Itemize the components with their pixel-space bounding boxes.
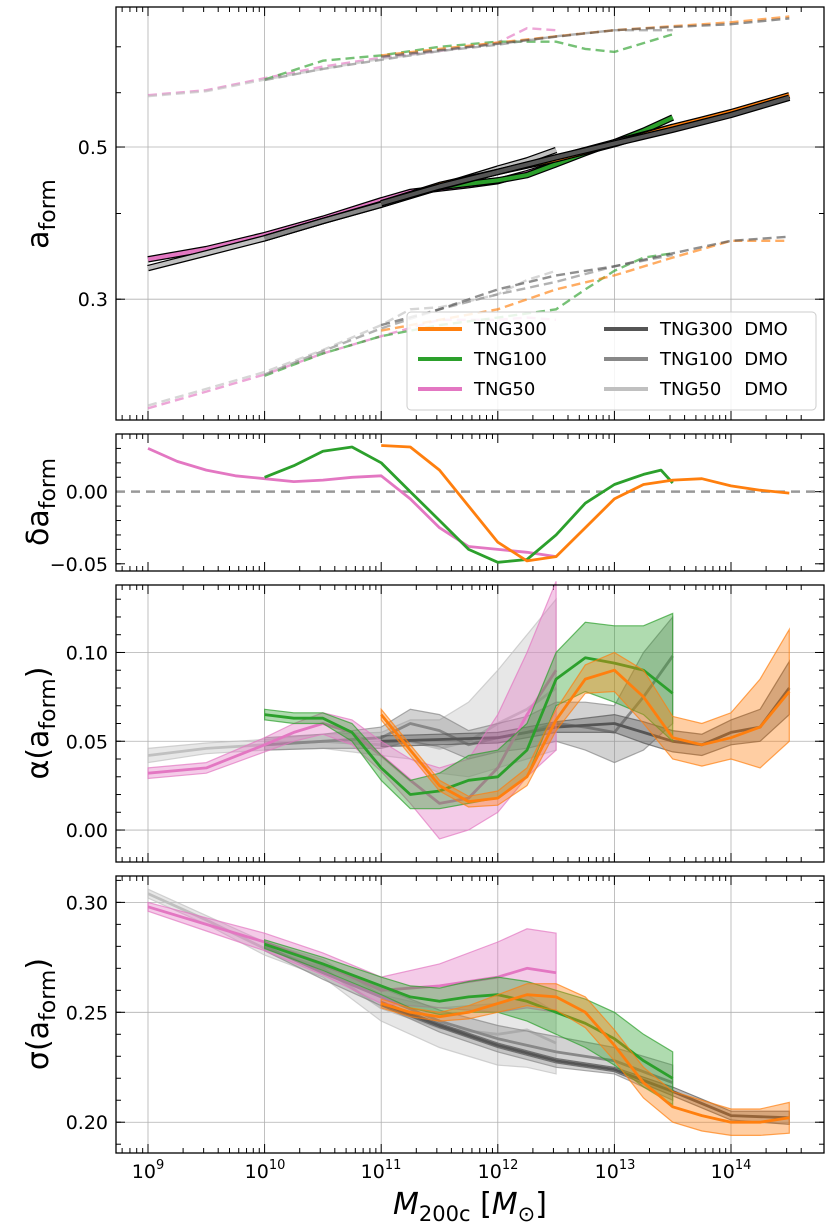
line-tng300 (381, 444, 790, 563)
line-tng50 (147, 905, 557, 992)
x-tick-label: 1010 (245, 1158, 286, 1183)
y-tick-label: 0.00 (66, 482, 108, 504)
band-tng300 (380, 983, 790, 1136)
x-ticks (121, 876, 802, 1153)
x-tick-label: 1011 (361, 1158, 402, 1183)
dashed-lower-tng50-dmo (147, 269, 557, 407)
panel-delta-aform-frame (115, 433, 825, 572)
x-tick-label: 1012 (478, 1158, 519, 1183)
y-tick-label: 0.00 (66, 820, 108, 842)
y-tick-label: 0.5 (78, 137, 108, 159)
x-ticks (121, 7, 802, 420)
legend-label-tng300: TNG300 (473, 319, 547, 340)
ylabel-alpha-aform: α(aform) (21, 667, 61, 780)
dashed-upper-tng50 (147, 26, 557, 97)
y-ticks: 0.20 0.25 0.30 (66, 879, 824, 1145)
y-tick-label: 0.20 (66, 1112, 108, 1134)
x-tick-label: 1014 (711, 1158, 752, 1183)
y-tick-label: 0.30 (66, 892, 108, 914)
panel-sigma-aform: 0.20 0.25 0.30 σ(aform) (21, 875, 825, 1154)
y-tick-label: 0.05 (66, 731, 108, 753)
line-tng300-dmo (380, 1002, 790, 1120)
dashed-upper-tng100-dmo (264, 29, 673, 82)
xlabel: M200c [M⊙] (393, 1187, 547, 1226)
y-tick-label: 0.3 (78, 289, 108, 311)
legend: TNG300 TNG100 TNG50 TNG300 DMO TNG100 DM… (406, 311, 817, 411)
x-tick-label: 1013 (595, 1158, 636, 1183)
panel-sigma-aform-frame (115, 875, 825, 1154)
y-tick-label: 0.25 (66, 1002, 108, 1024)
line-tng100 (264, 445, 674, 564)
ylabel-aform: aform (21, 179, 61, 249)
panel-aform-frame (115, 6, 825, 421)
x-ticks (121, 585, 802, 862)
y-ticks: −0.05 0.00 (50, 433, 824, 576)
median-tng300-dmo (380, 95, 790, 206)
legend-label-tng50-dmo: TNG50 DMO (659, 379, 788, 400)
x-ticks (121, 434, 802, 571)
panel-delta-aform: −0.05 0.00 δaform (21, 433, 825, 576)
line-tng100 (264, 656, 674, 796)
ylabel-sigma-aform: σ(aform) (21, 958, 61, 1070)
line-tng300 (380, 993, 790, 1124)
legend-label-tng300-dmo: TNG300 DMO (659, 319, 788, 340)
legend-label-tng50: TNG50 (473, 379, 535, 400)
line-tng50 (147, 447, 557, 558)
legend-label-tng100: TNG100 (473, 349, 547, 370)
ylabel-delta-aform: δaform (21, 458, 61, 546)
panel-alpha-aform: 0.00 0.05 0.10 α(aform) (21, 581, 825, 863)
legend-label-tng100-dmo: TNG100 DMO (659, 349, 788, 370)
dashed-upper-tng300-dmo (381, 17, 790, 58)
line-tng300-dmo (381, 687, 791, 747)
band-tng100 (264, 612, 674, 810)
y-ticks: 0.00 0.05 0.10 (66, 598, 824, 849)
dashed-upper-tng300 (381, 15, 790, 57)
dashed-upper-tng100 (264, 33, 674, 81)
band-tng50 (147, 581, 557, 840)
x-tick-labels: 109 1010 1011 1012 1013 1014 (132, 1158, 752, 1183)
line-tng300 (380, 668, 791, 803)
y-tick-label: 0.10 (66, 642, 108, 664)
dashed-lower-tng300-dmo (380, 235, 790, 327)
panel-alpha-aform-frame (115, 584, 825, 863)
x-tick-label: 109 (132, 1158, 164, 1183)
band-tng300 (380, 627, 790, 808)
y-tick-label: −0.05 (50, 554, 108, 576)
panel-aform: 0.3 0.5 aform TNG300 TNG100 TNG50 TNG300 … (21, 6, 825, 421)
